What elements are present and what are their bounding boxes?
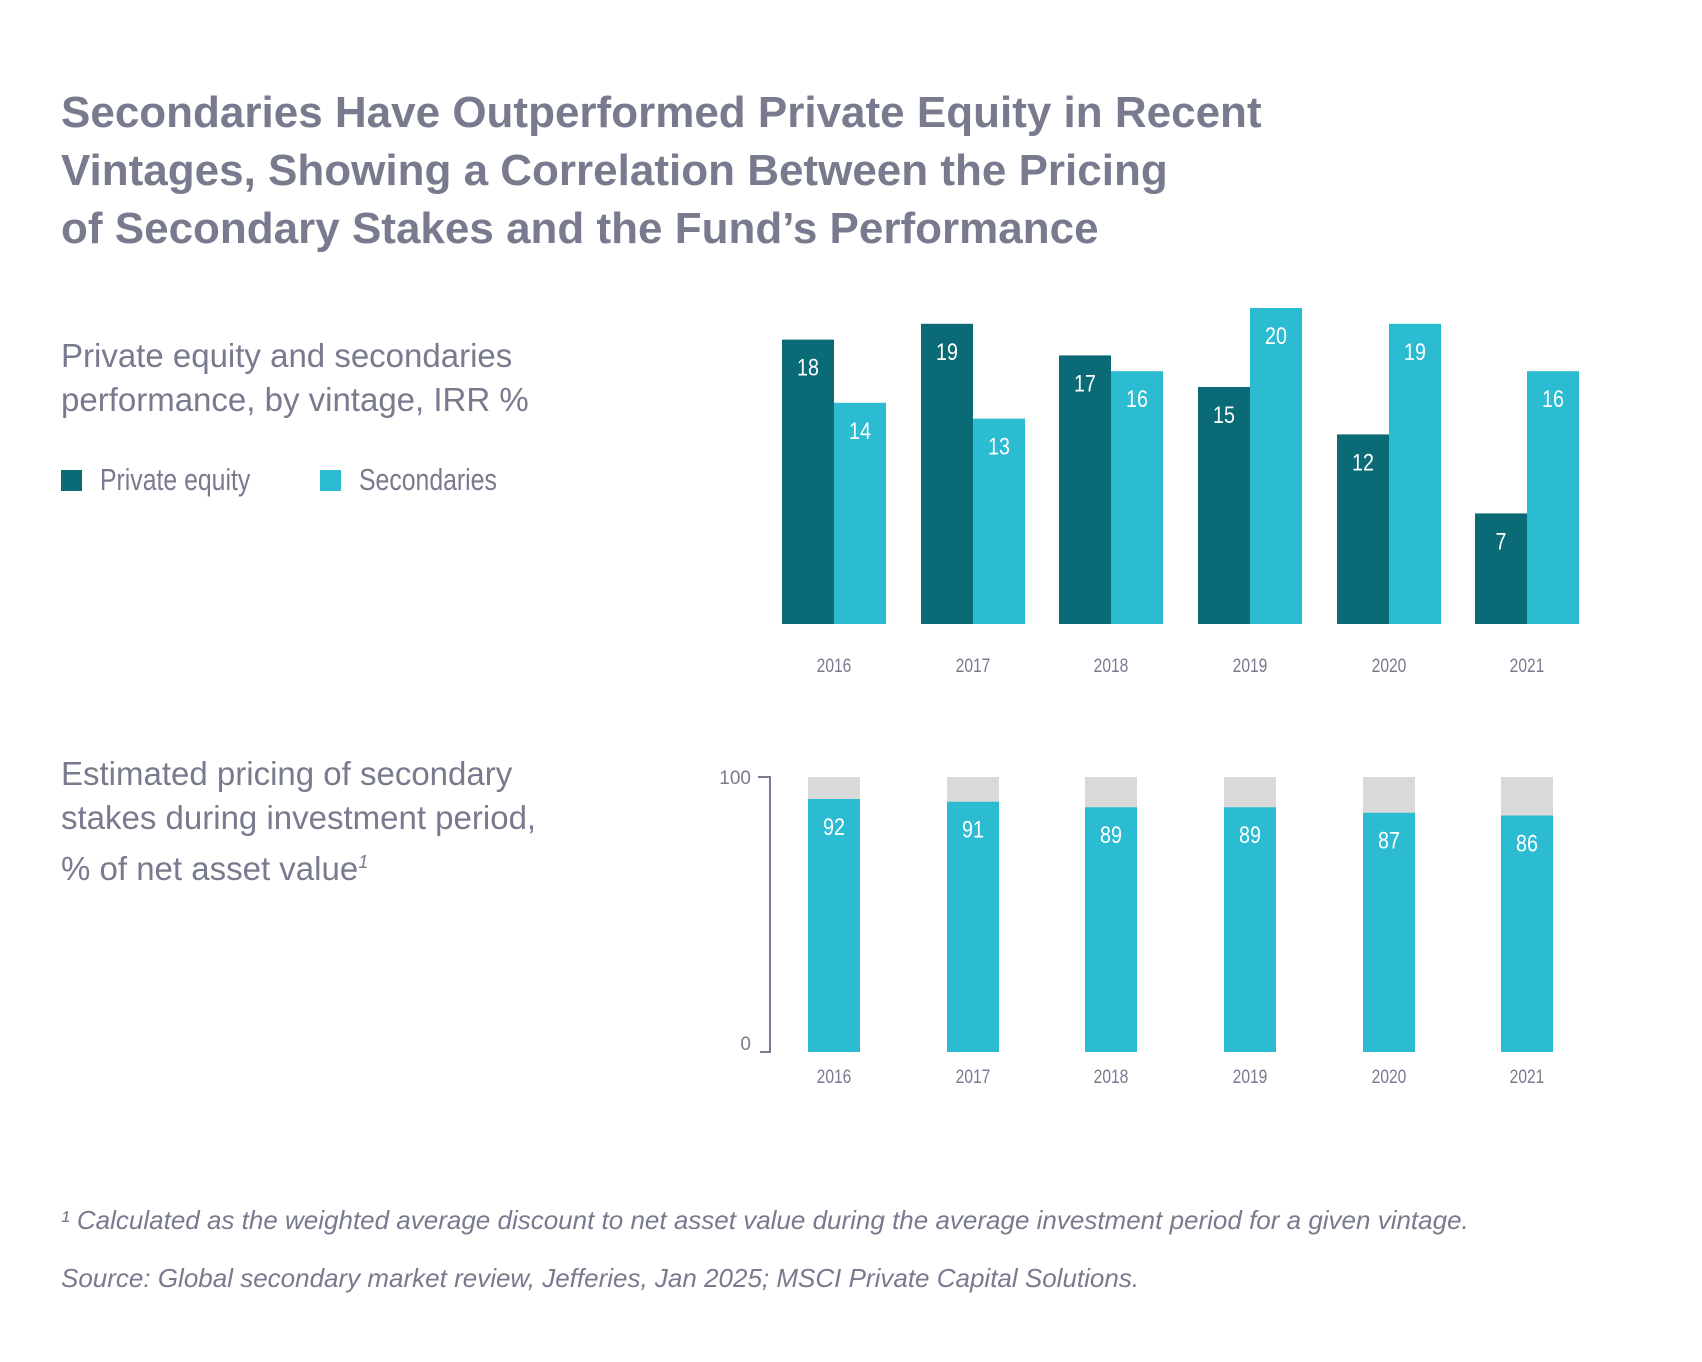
bar-secondaries <box>973 418 1025 624</box>
data-label: 89 <box>1100 821 1122 848</box>
x-tick-label: 2019 <box>1233 1066 1268 1088</box>
data-label: 87 <box>1378 827 1400 854</box>
bar-pricing <box>1363 812 1415 1052</box>
y-axis <box>758 776 771 1053</box>
bar-pricing <box>1085 807 1137 1052</box>
chart1-title: Private equity and secondaries performan… <box>61 334 529 422</box>
data-label: 16 <box>1542 385 1564 412</box>
data-label: 14 <box>849 417 871 444</box>
chart2-title-line: stakes during investment period, <box>61 799 537 836</box>
bar-private-equity <box>782 339 834 624</box>
bar-pricing <box>1501 815 1553 1052</box>
legend-swatch-private-equity <box>61 469 82 491</box>
bar-private-equity <box>1198 387 1250 624</box>
x-tick-label: 2020 <box>1372 655 1407 677</box>
chart2-title: Estimated pricing of secondary stakes du… <box>61 752 536 891</box>
x-tick-label: 2017 <box>956 1066 991 1088</box>
legend-label-private-equity: Private equity <box>100 462 251 497</box>
title-line: Secondaries Have Outperformed Private Eq… <box>61 88 1262 137</box>
bar-private-equity <box>921 323 973 624</box>
x-tick-label: 2017 <box>956 655 991 677</box>
data-label: 19 <box>936 338 958 365</box>
data-label: 89 <box>1239 821 1261 848</box>
bar-pricing <box>947 801 999 1052</box>
legend-label-secondaries: Secondaries <box>359 462 497 497</box>
data-label: 18 <box>797 354 819 381</box>
x-tick-label: 2020 <box>1372 1066 1407 1088</box>
x-tick-label: 2018 <box>1094 1066 1129 1088</box>
data-label: 16 <box>1126 385 1148 412</box>
bar-secondaries <box>1389 323 1441 624</box>
bar-secondaries <box>1111 371 1163 624</box>
title-line: of Secondary Stakes and the Fund’s Perfo… <box>61 204 1099 253</box>
bar-secondaries <box>834 402 886 624</box>
data-label: 12 <box>1352 449 1374 476</box>
bar-private-equity <box>1475 513 1527 624</box>
data-label: 86 <box>1516 830 1538 857</box>
legend-swatch-secondaries <box>320 469 341 491</box>
x-tick-label: 2018 <box>1094 655 1129 677</box>
data-label: 13 <box>988 433 1010 460</box>
bar-private-equity <box>1337 434 1389 624</box>
bar-pricing <box>1224 807 1276 1052</box>
data-label: 17 <box>1074 370 1096 397</box>
bar-private-equity <box>1059 355 1111 624</box>
x-tick-label: 2019 <box>1233 655 1268 677</box>
title-line: Vintages, Showing a Correlation Between … <box>61 146 1168 195</box>
bar-pricing <box>808 799 860 1052</box>
data-label: 7 <box>1496 528 1507 555</box>
data-label: 15 <box>1213 401 1235 428</box>
x-tick-label: 2016 <box>817 1066 852 1088</box>
bar-secondaries <box>1250 308 1302 624</box>
x-tick-label: 2016 <box>817 655 852 677</box>
data-label: 92 <box>823 813 845 840</box>
footnote: ¹ Calculated as the weighted average dis… <box>61 1205 1469 1235</box>
y-tick-label: 0 <box>740 1034 751 1055</box>
data-label: 19 <box>1404 338 1426 365</box>
y-tick-label: 100 <box>719 768 751 789</box>
source-note: Source: Global secondary market review, … <box>61 1263 1140 1293</box>
bar-secondaries <box>1527 371 1579 624</box>
chart2-title-line: Estimated pricing of secondary <box>61 755 513 792</box>
x-tick-label: 2021 <box>1510 655 1545 677</box>
footnote-marker: 1 <box>358 852 369 872</box>
chart2-title-line: % of net asset value <box>61 850 359 887</box>
chart1-title-line: Private equity and secondaries <box>61 337 513 374</box>
page-title: Secondaries Have Outperformed Private Eq… <box>61 84 1561 258</box>
data-label: 20 <box>1265 322 1287 349</box>
data-label: 91 <box>962 816 984 843</box>
legend: Private equity Secondaries <box>61 462 521 498</box>
x-tick-label: 2021 <box>1510 1066 1545 1088</box>
chart1-title-line: performance, by vintage, IRR % <box>61 381 529 418</box>
